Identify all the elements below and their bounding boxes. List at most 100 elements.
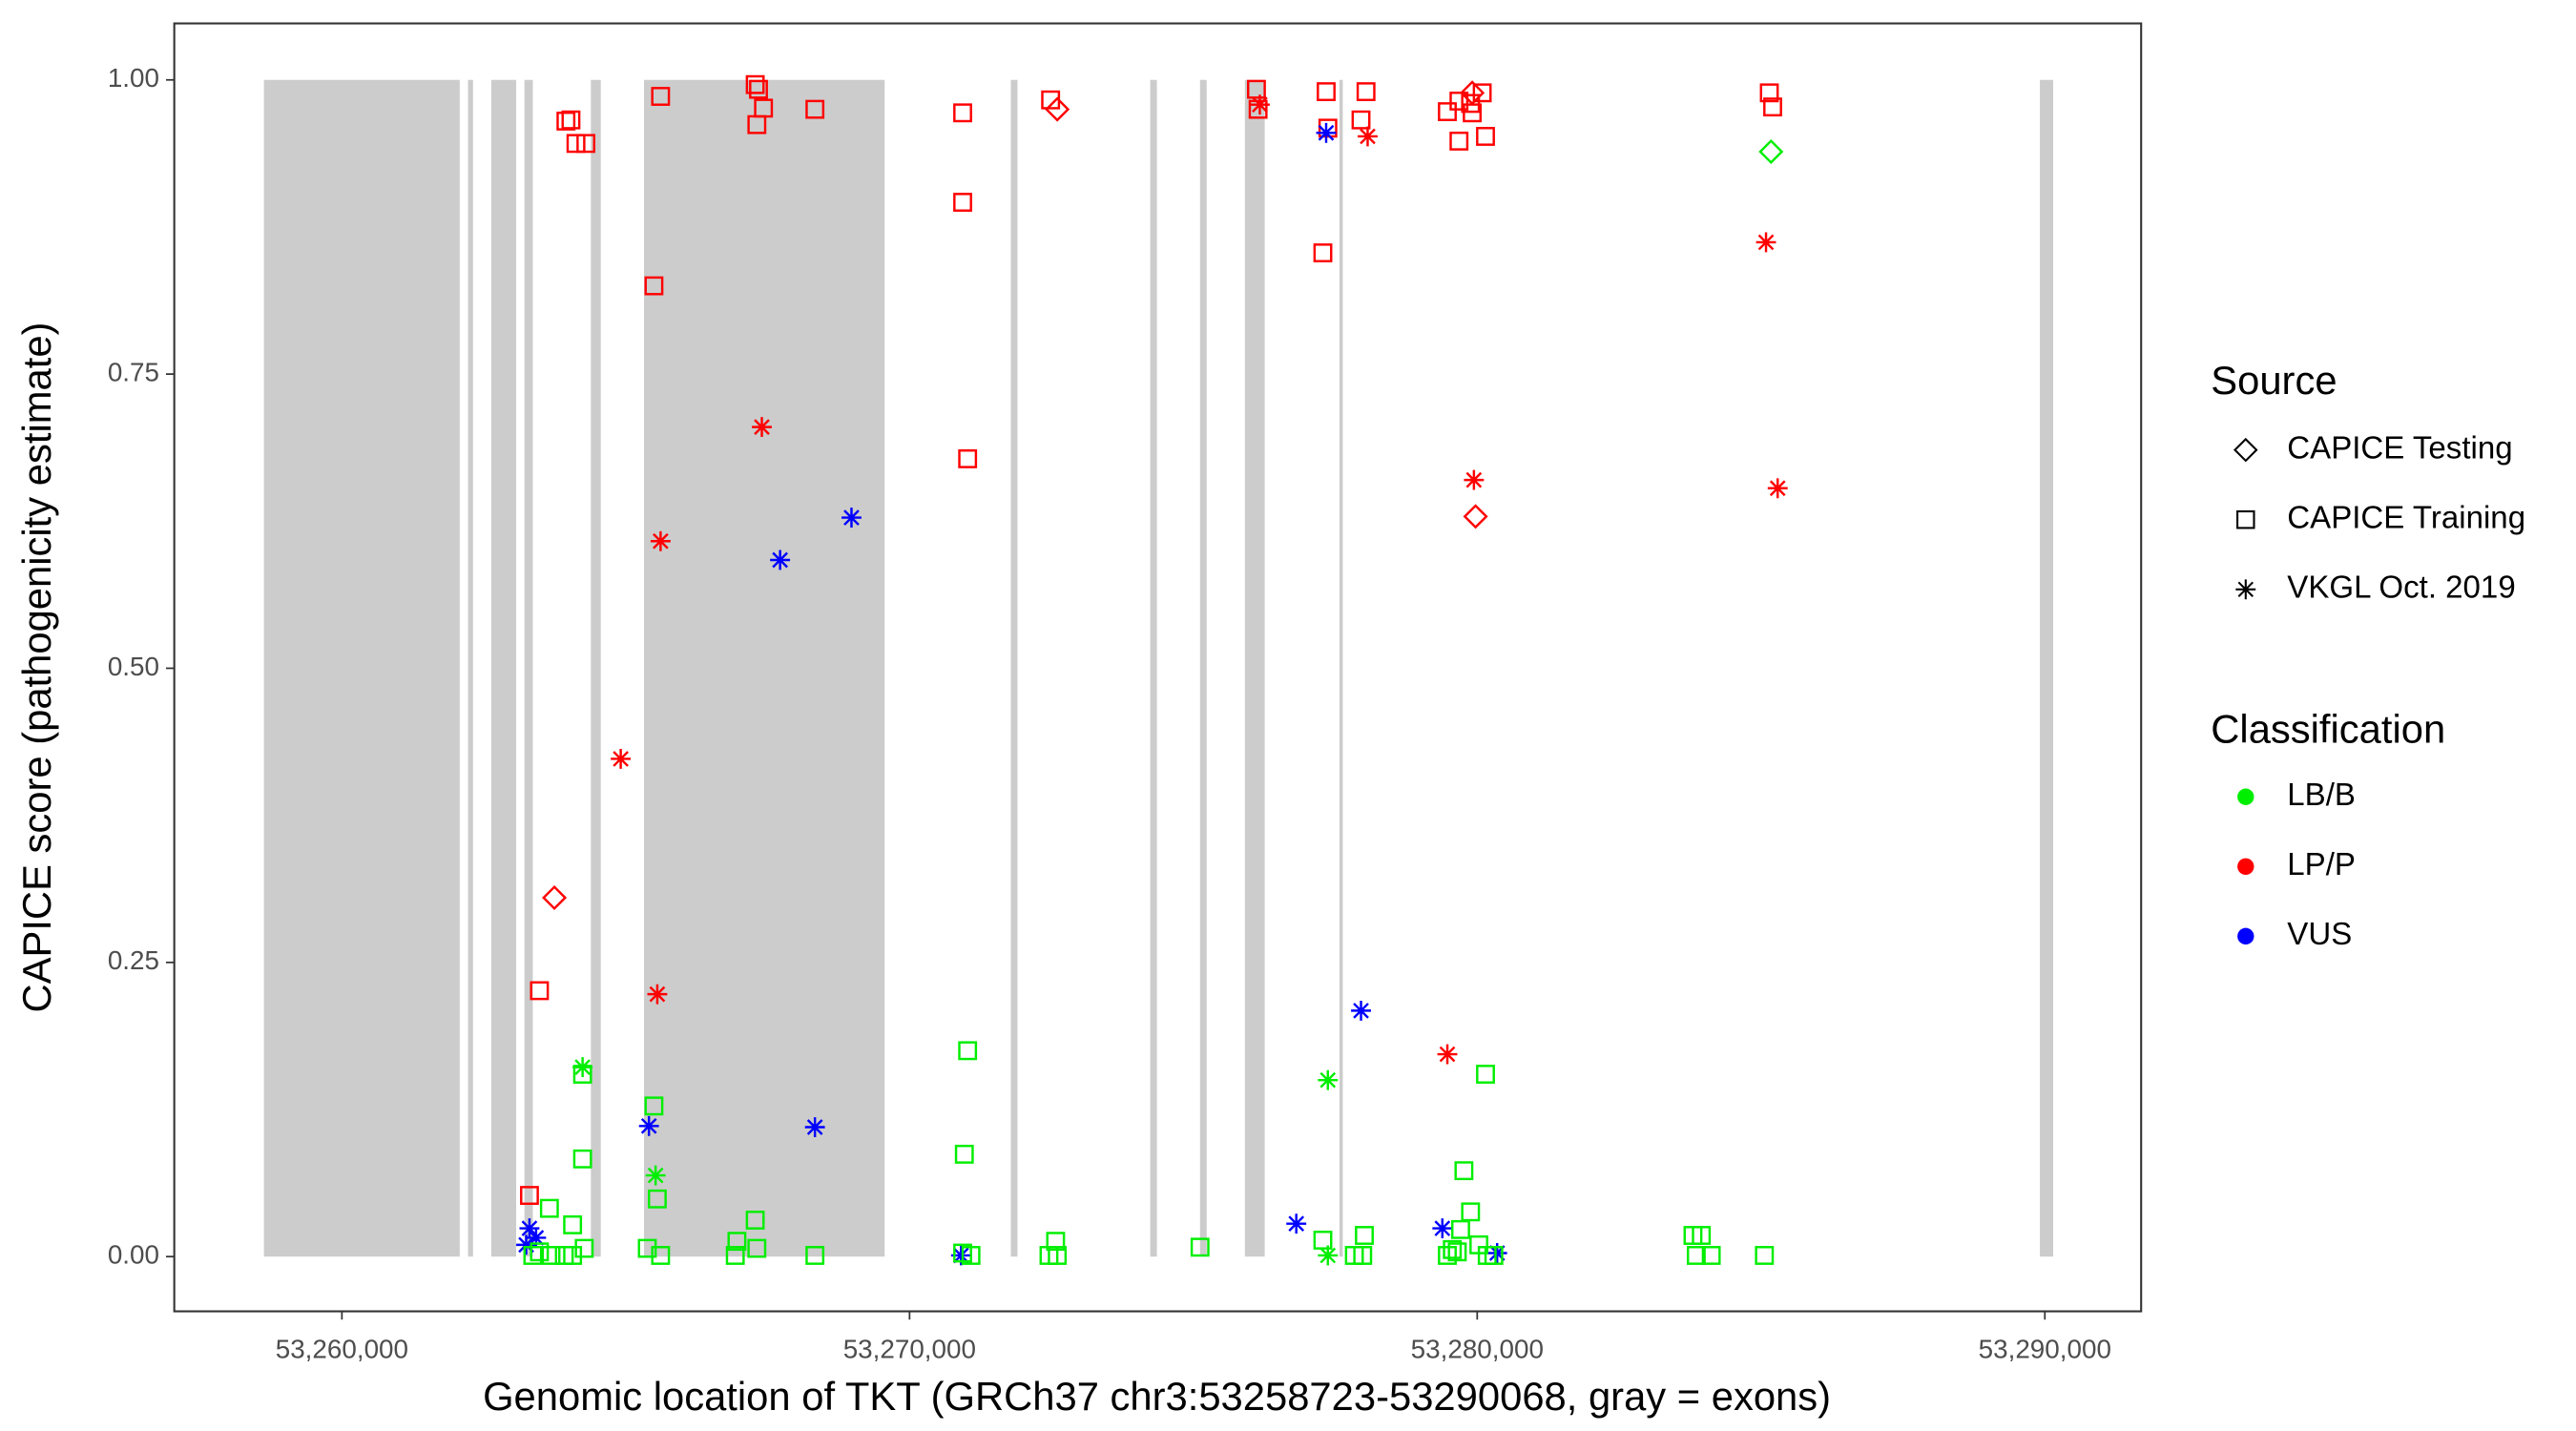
point-square: [644, 1096, 664, 1116]
point-square: [561, 110, 581, 130]
exon: [2040, 79, 2053, 1257]
point-square: [1247, 79, 1266, 99]
point-square: [1313, 243, 1333, 262]
point-square: [1355, 1226, 1374, 1245]
point-square: [1356, 82, 1376, 102]
point-square: [727, 1232, 747, 1252]
point-star: [1358, 126, 1378, 147]
point-star: [1767, 478, 1788, 499]
point-square: [1472, 83, 1492, 103]
y-tick-label: 0.75: [108, 357, 159, 386]
point-square: [651, 87, 671, 106]
exon: [1150, 79, 1157, 1257]
point-square: [1313, 1231, 1333, 1250]
point-square: [747, 1238, 767, 1258]
point-square: [563, 1246, 583, 1265]
point-square: [530, 1242, 550, 1262]
point-star: [804, 1117, 825, 1137]
x-tick-label: 53,280,000: [1411, 1335, 1544, 1364]
legend-title: Source: [2211, 358, 2337, 403]
point-star: [950, 1245, 971, 1266]
point-square: [1248, 99, 1268, 119]
point-star: [1316, 122, 1337, 143]
point-star: [516, 1234, 536, 1255]
point-star: [1318, 1245, 1339, 1266]
y-tick-label: 1.00: [108, 63, 159, 93]
point-square: [1344, 1246, 1364, 1265]
point-square: [539, 1198, 559, 1218]
legend-label: VKGL Oct. 2019: [2287, 570, 2515, 606]
point-star: [1250, 94, 1270, 115]
legend-swatch: [2237, 927, 2254, 945]
x-tick-label: 53,260,000: [276, 1335, 408, 1364]
point-square: [556, 112, 576, 131]
point-square: [958, 1041, 978, 1061]
point-square: [1476, 127, 1495, 146]
legend-swatch: [2237, 788, 2254, 805]
point-square: [1763, 97, 1782, 117]
point-square: [1318, 118, 1338, 138]
point-square: [1476, 1065, 1495, 1084]
exon: [1010, 79, 1018, 1257]
point-star: [1432, 1218, 1453, 1239]
point-star: [1286, 1213, 1307, 1234]
point-square: [1190, 1237, 1210, 1257]
point-square: [1443, 1239, 1463, 1259]
point-square: [576, 134, 596, 154]
y-tick-label: 0.25: [108, 945, 159, 975]
point-square: [1317, 82, 1336, 102]
point-star: [1351, 1000, 1371, 1021]
legend-label: VUS: [2287, 917, 2352, 952]
point-star: [1318, 1069, 1339, 1090]
legend-label: LB/B: [2287, 778, 2356, 813]
point-star: [1464, 469, 1485, 490]
point-square: [805, 99, 825, 119]
point-star: [572, 1057, 593, 1078]
legend-title: Classification: [2211, 706, 2445, 751]
point-square: [1701, 1246, 1721, 1265]
exon: [263, 79, 460, 1257]
legend-label: LP/P: [2287, 847, 2356, 882]
point-square: [1438, 102, 1457, 121]
point-square: [805, 1246, 825, 1265]
point-star: [638, 1115, 659, 1136]
point-square: [1046, 1232, 1066, 1252]
point-square: [953, 193, 972, 212]
point-square: [563, 1214, 583, 1234]
y-tick-label: 0.00: [108, 1240, 159, 1270]
exon: [644, 79, 885, 1257]
point-square: [637, 1238, 657, 1258]
point-square: [1454, 1161, 1474, 1181]
exon: [591, 79, 601, 1257]
point-square: [1755, 1246, 1775, 1265]
point-square: [749, 79, 768, 99]
exon: [467, 79, 473, 1257]
exon: [1339, 79, 1343, 1257]
point-square: [1438, 1246, 1457, 1265]
point-square: [530, 981, 550, 1001]
point-star: [519, 1218, 540, 1239]
point-diamond: [1045, 96, 1070, 122]
y-tick-label: 0.50: [108, 652, 159, 681]
point-square: [541, 1246, 561, 1265]
point-square: [1484, 1246, 1504, 1265]
point-square: [754, 98, 774, 118]
point-diamond: [542, 884, 568, 911]
point-star: [650, 530, 671, 551]
point-square: [1449, 131, 1469, 151]
point-square: [520, 1186, 539, 1205]
exon: [1244, 79, 1265, 1257]
point-square: [572, 1149, 592, 1169]
point-star: [1437, 1044, 1458, 1065]
point-star: [645, 1165, 666, 1186]
point-star: [2235, 579, 2256, 600]
point-square: [1048, 1246, 1068, 1265]
point-square: [958, 449, 978, 468]
point-star: [1755, 232, 1776, 253]
point-square: [1461, 1202, 1481, 1222]
y-axis-title: CAPICE score (pathogenicity estimate): [14, 322, 59, 1013]
point-diamond: [1460, 80, 1485, 106]
point-square: [725, 1246, 745, 1265]
point-square: [1447, 1242, 1467, 1262]
